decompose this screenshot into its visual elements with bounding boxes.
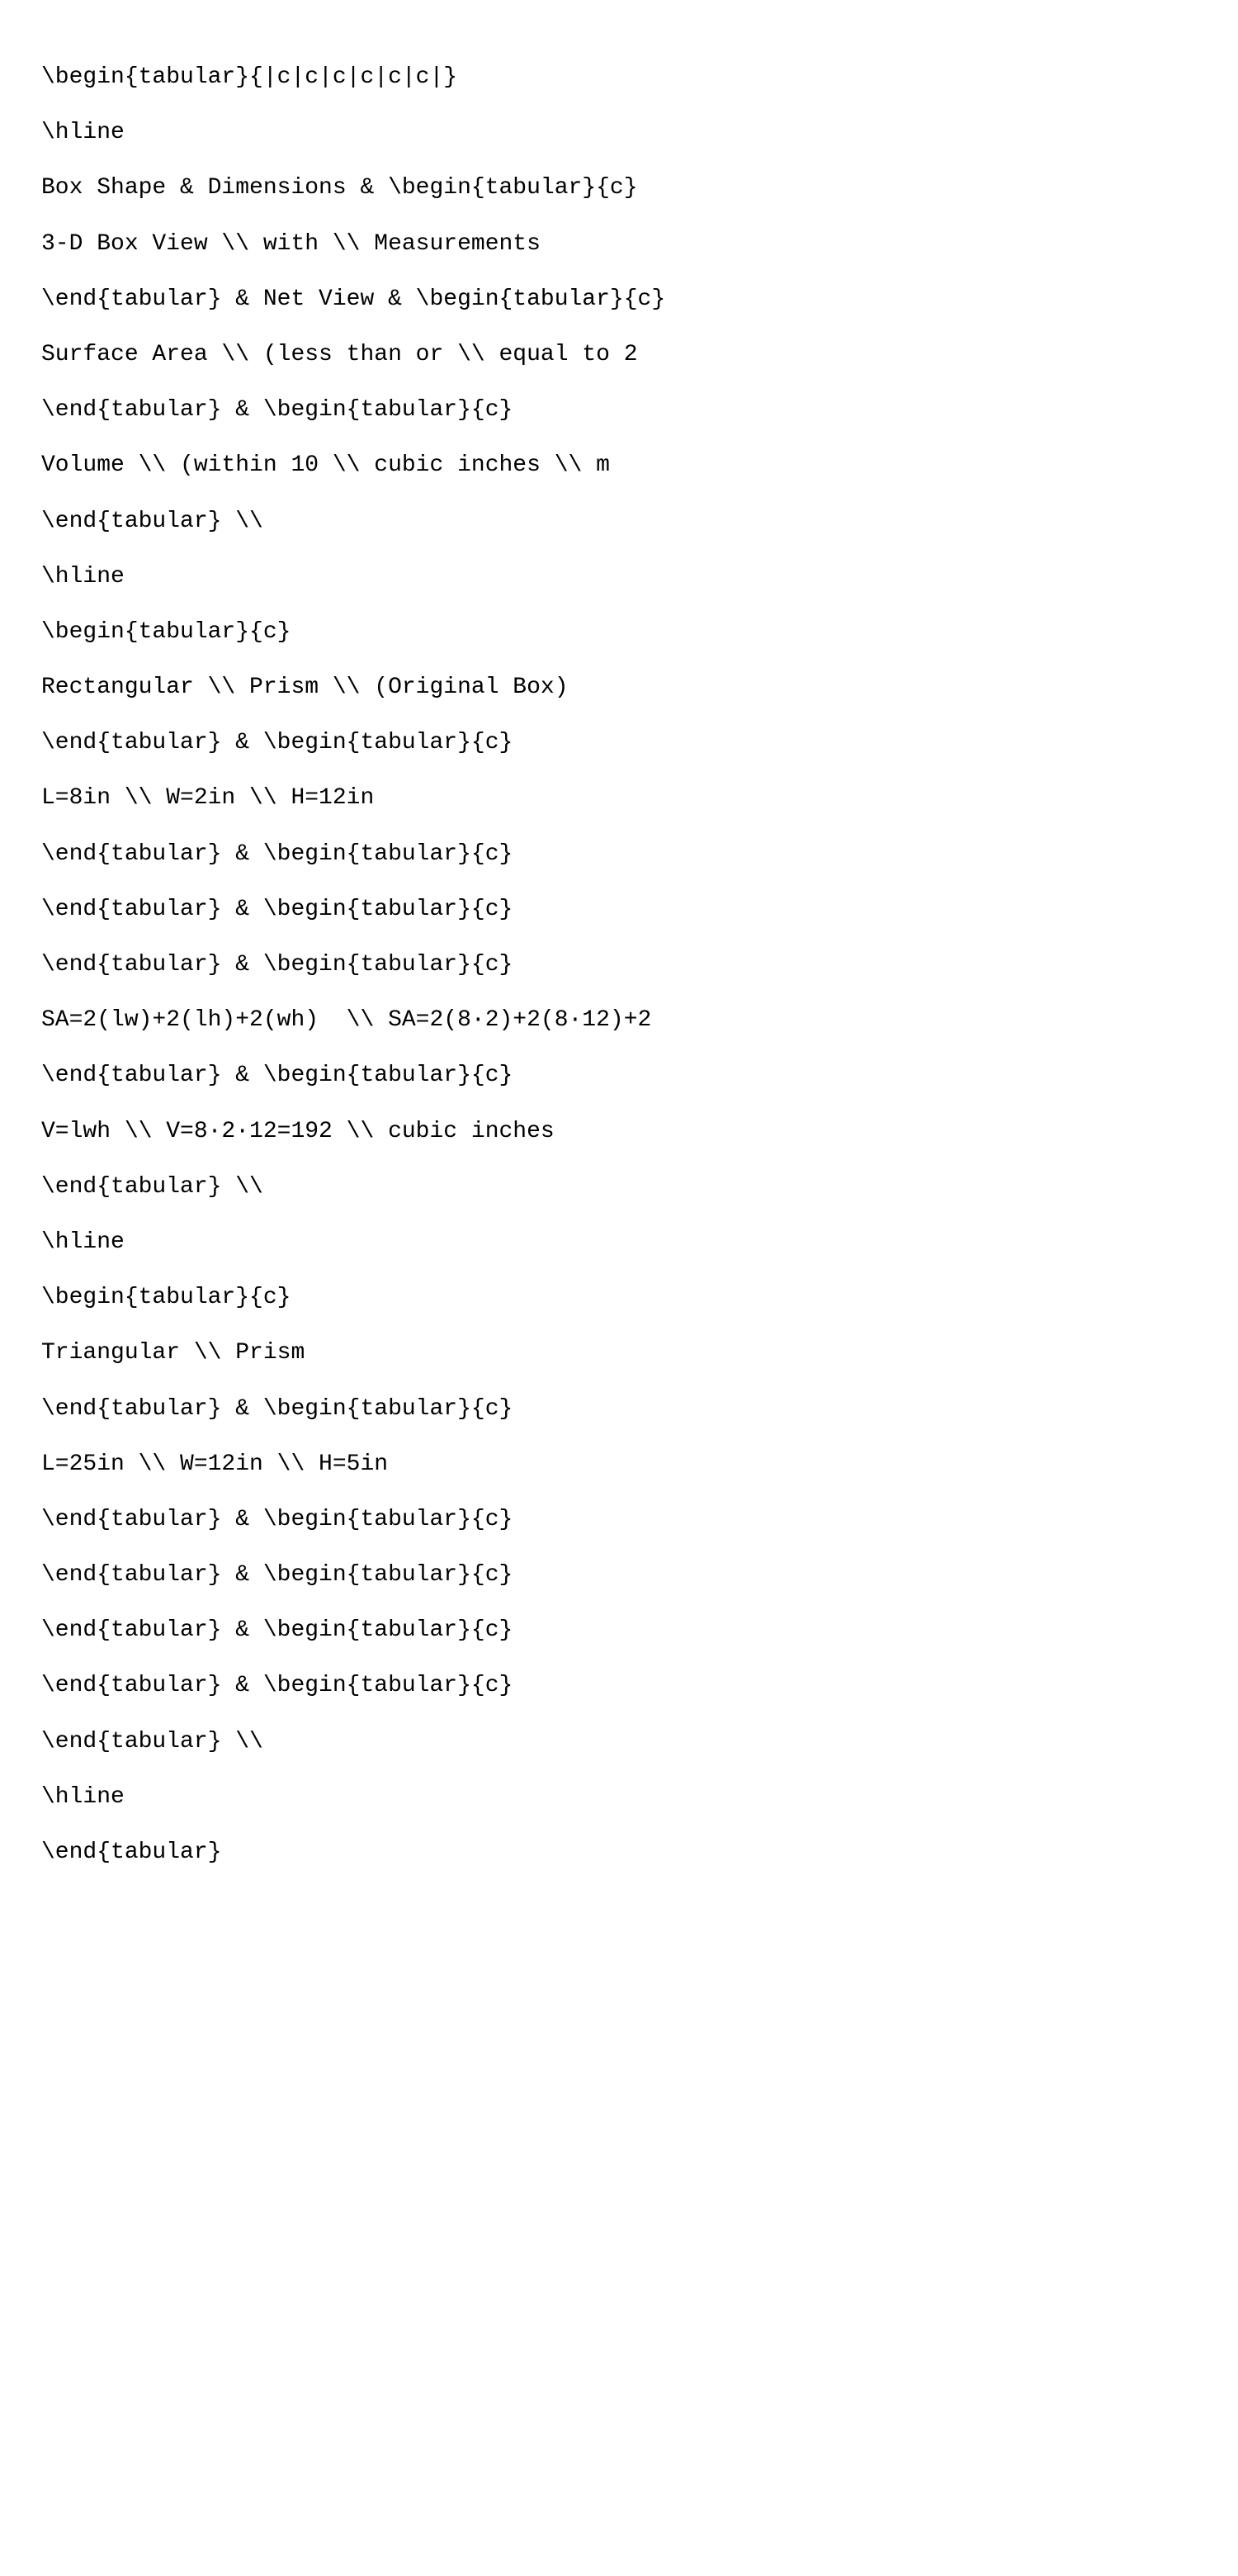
code-line: \end{tabular} & \begin{tabular}{c} — [41, 1381, 1197, 1437]
code-line: SA=2(lw)+2(lh)+2(wh) \\ SA=2(8·2)+2(8·12… — [41, 992, 1197, 1048]
code-line: \end{tabular} \\ — [41, 494, 1197, 549]
code-line: Surface Area \\ (less than or \\ equal t… — [41, 327, 1197, 382]
code-line: \end{tabular} & \begin{tabular}{c} — [41, 1658, 1197, 1713]
code-line: \begin{tabular}{c} — [41, 604, 1197, 660]
code-line: L=25in \\ W=12in \\ H=5in — [41, 1437, 1197, 1492]
code-line: \end{tabular} & \begin{tabular}{c} — [41, 715, 1197, 770]
code-line: Triangular \\ Prism — [41, 1325, 1197, 1380]
code-line: \end{tabular} & \begin{tabular}{c} — [41, 1492, 1197, 1547]
code-line: V=lwh \\ V=8·2·12=192 \\ cubic inches — [41, 1104, 1197, 1159]
latex-code-block: \begin{tabular}{|c|c|c|c|c|c|} \hline Bo… — [41, 50, 1197, 1880]
code-line: \end{tabular} & Net View & \begin{tabula… — [41, 272, 1197, 327]
code-line: \hline — [41, 105, 1197, 160]
code-line: Rectangular \\ Prism \\ (Original Box) — [41, 660, 1197, 715]
code-line: \end{tabular} & \begin{tabular}{c} — [41, 937, 1197, 992]
code-line: \begin{tabular}{|c|c|c|c|c|c|} — [41, 50, 1197, 105]
code-line: L=8in \\ W=2in \\ H=12in — [41, 770, 1197, 826]
code-line: \hline — [41, 1769, 1197, 1825]
code-line: \hline — [41, 549, 1197, 604]
code-line: \begin{tabular}{c} — [41, 1270, 1197, 1325]
code-line: \end{tabular} \\ — [41, 1714, 1197, 1769]
code-line: \end{tabular} — [41, 1825, 1197, 1880]
code-line: 3-D Box View \\ with \\ Measurements — [41, 216, 1197, 272]
code-line: \end{tabular} & \begin{tabular}{c} — [41, 1547, 1197, 1603]
code-line: \end{tabular} & \begin{tabular}{c} — [41, 1048, 1197, 1103]
code-line: \end{tabular} & \begin{tabular}{c} — [41, 1603, 1197, 1658]
code-line: \end{tabular} & \begin{tabular}{c} — [41, 882, 1197, 937]
code-line: \end{tabular} \\ — [41, 1159, 1197, 1215]
code-line: \hline — [41, 1215, 1197, 1270]
code-line: Box Shape & Dimensions & \begin{tabular}… — [41, 160, 1197, 215]
code-line: \end{tabular} & \begin{tabular}{c} — [41, 382, 1197, 438]
code-line: \end{tabular} & \begin{tabular}{c} — [41, 826, 1197, 882]
code-line: Volume \\ (within 10 \\ cubic inches \\ … — [41, 438, 1197, 493]
